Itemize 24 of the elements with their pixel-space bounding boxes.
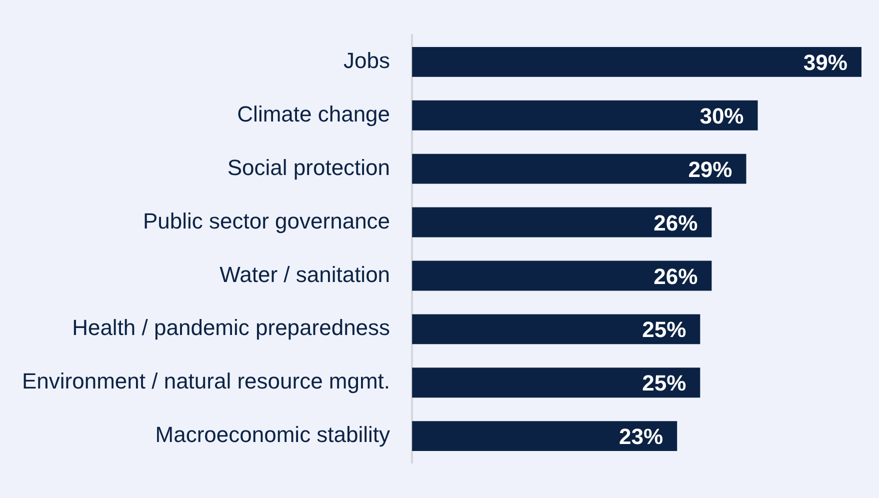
y-tick-label: Social protection: [227, 154, 390, 180]
data-label: 26%: [654, 210, 698, 236]
data-label: 25%: [642, 370, 686, 396]
bar: [412, 100, 758, 130]
bar: [412, 368, 700, 398]
bar: [412, 421, 678, 452]
y-tick-label: Macroeconomic stability: [155, 422, 390, 448]
data-label: 39%: [803, 50, 848, 75]
bar: [412, 260, 712, 291]
bar: [412, 154, 746, 184]
y-tick-label: Health / pandemic preparedness: [72, 315, 390, 340]
data-label: 29%: [688, 156, 732, 182]
y-tick-label: Climate change: [237, 101, 390, 126]
bar: [412, 46, 862, 77]
data-label: 25%: [642, 317, 686, 342]
bar: [412, 314, 700, 344]
bar: [412, 207, 712, 238]
data-label: 23%: [619, 424, 664, 450]
y-tick-label: Environment / natural resource mgmt.: [22, 368, 390, 394]
data-label: 30%: [700, 103, 744, 128]
data-label: 26%: [654, 264, 698, 289]
y-tick-label: Water / sanitation: [220, 262, 390, 287]
y-tick-label: Jobs: [344, 48, 390, 73]
y-tick-label: Public sector governance: [143, 208, 390, 234]
